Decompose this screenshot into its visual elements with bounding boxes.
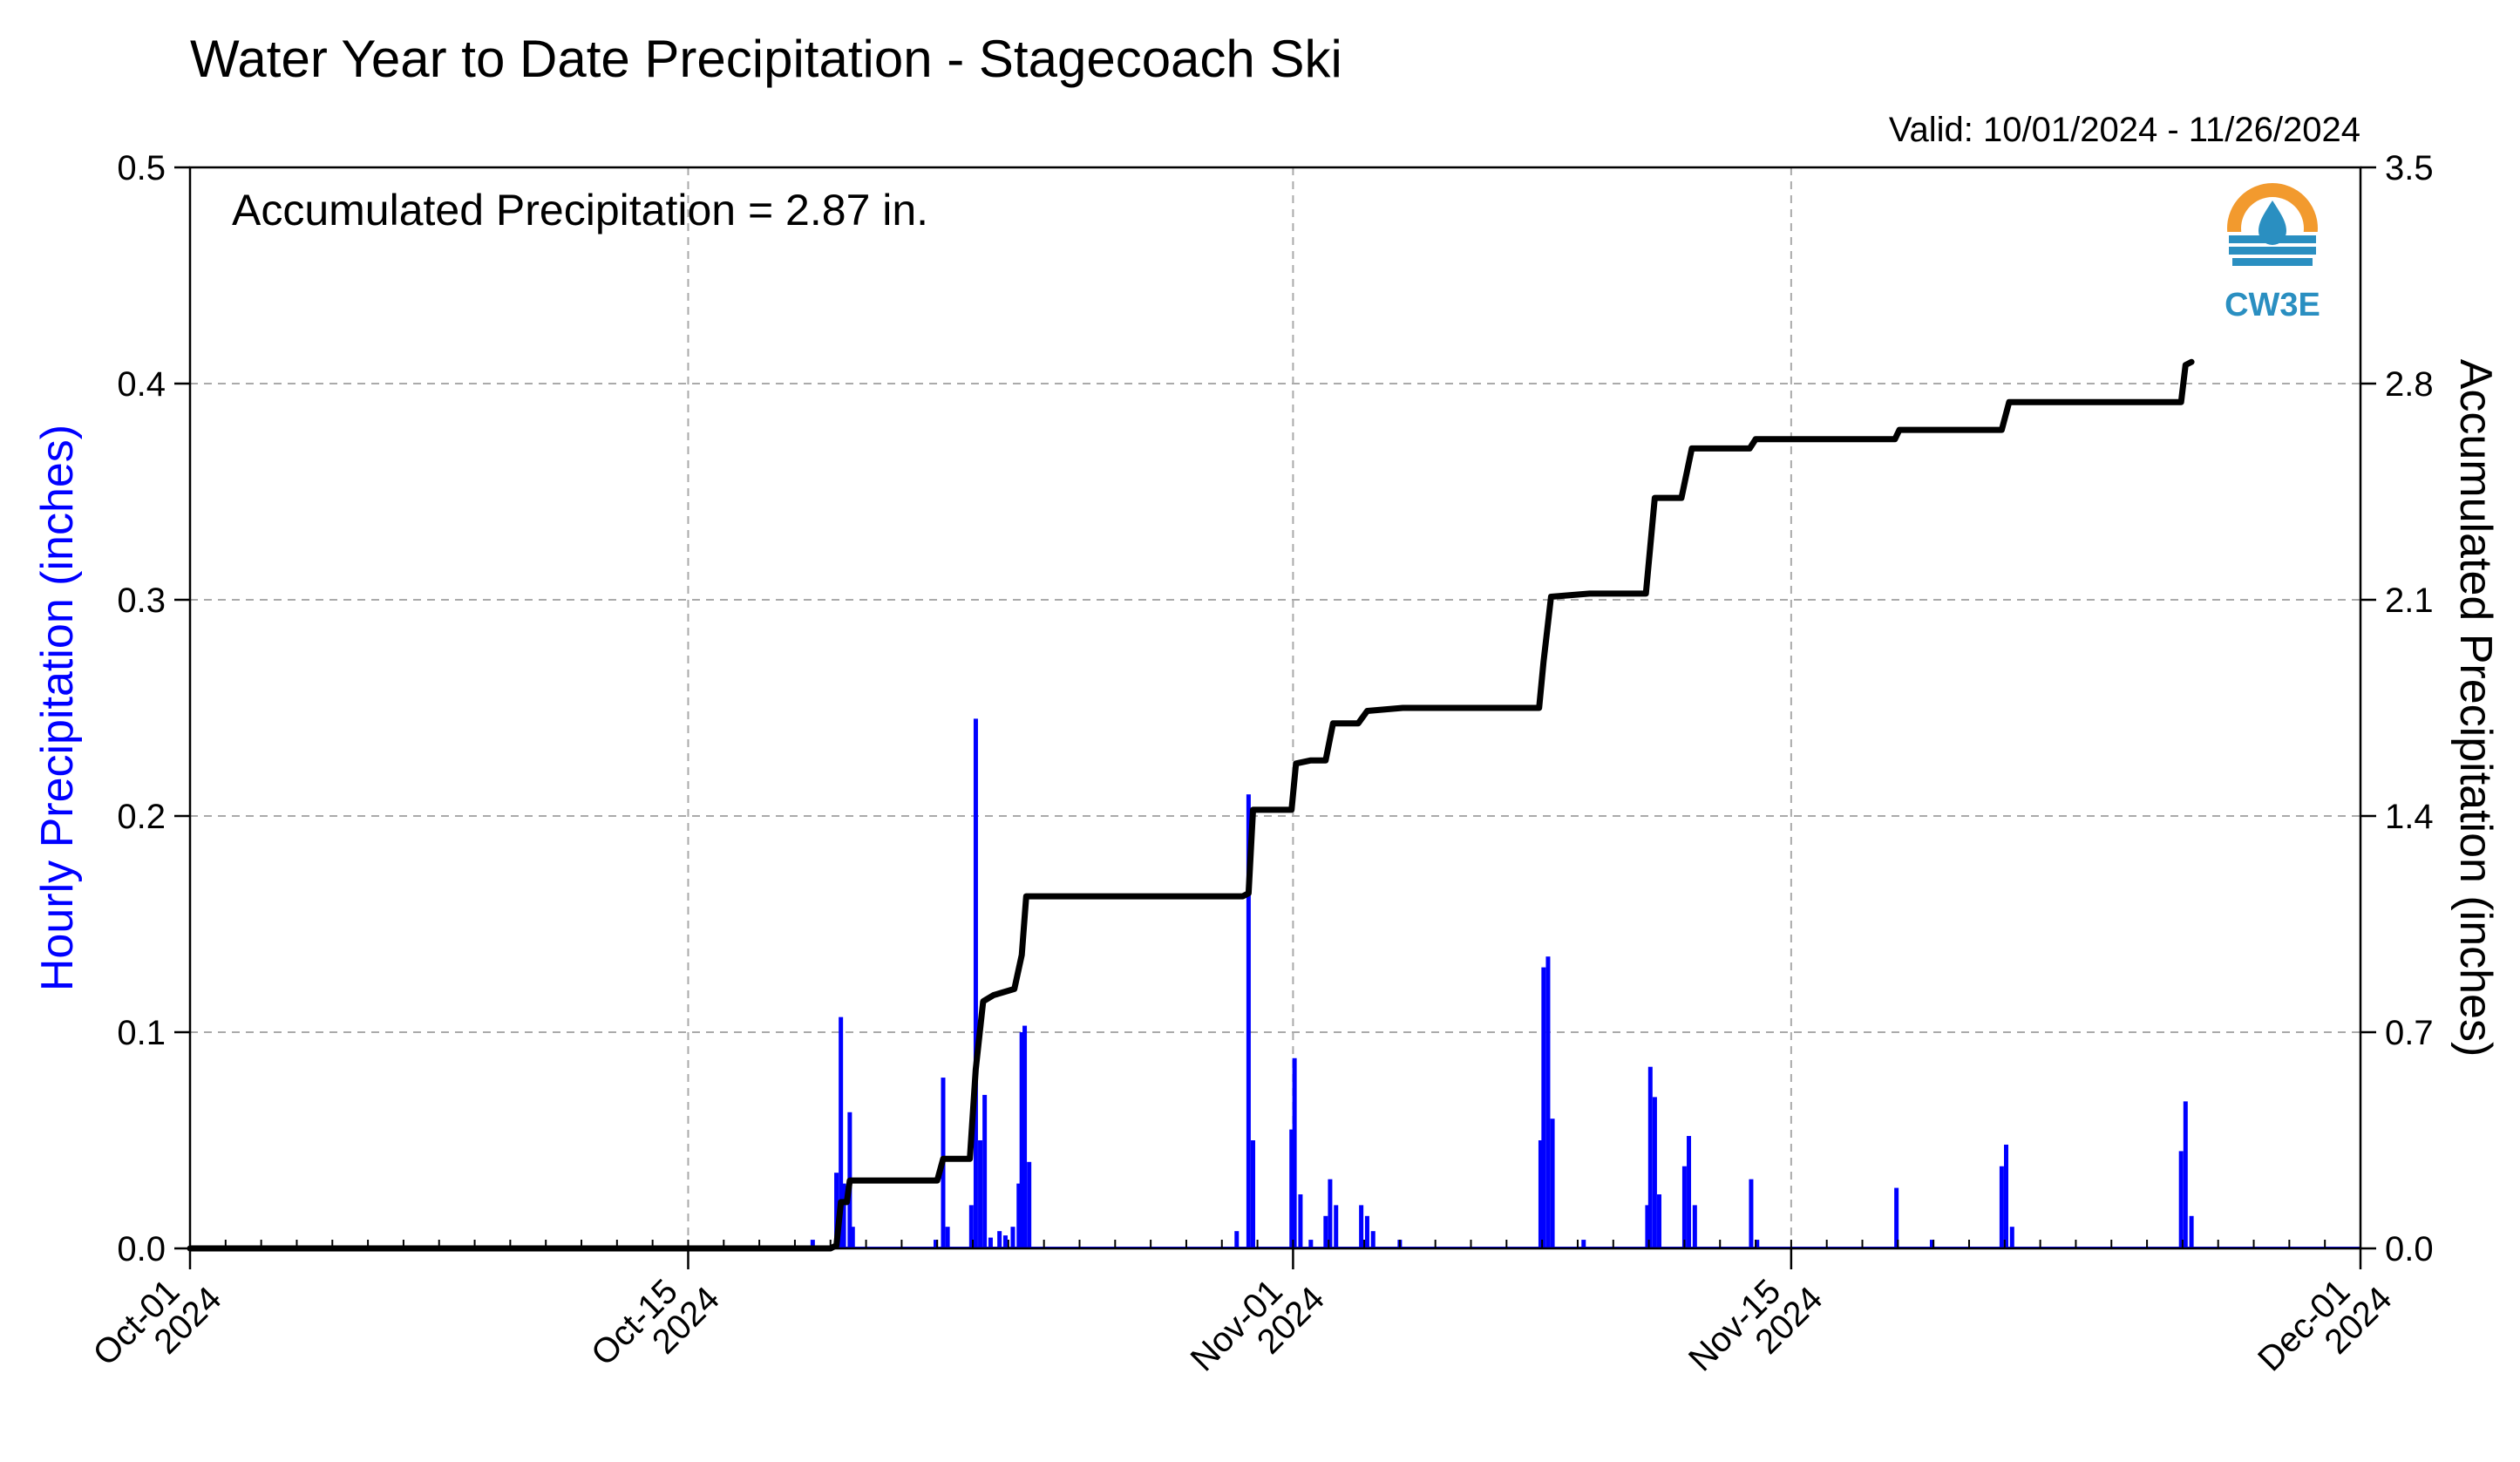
accumulated-total-annotation: Accumulated Precipitation = 2.87 in.	[232, 186, 928, 235]
axes: 0.0 0.1 0.2 0.3 0.4 0.5 0.0 0.7 1.4 2.1 2.8 3.5 Oct-…	[85, 149, 2434, 1378]
accumulated-precip-line	[187, 358, 2195, 1252]
hourly-precip-bar	[1647, 1066, 1653, 1248]
y-right-tick-label: 0.0	[2385, 1230, 2434, 1268]
hourly-precip-bar	[1359, 1205, 1364, 1248]
hourly-precip-bar	[1545, 956, 1551, 1248]
hourly-precip-bar	[1016, 1183, 1022, 1248]
hourly-precip-bar	[2004, 1144, 2009, 1248]
accumulated-precipitation-line-group	[187, 358, 2195, 1252]
hourly-precip-bar	[1929, 1240, 1934, 1248]
plot-frame	[188, 166, 2362, 1250]
hourly-precip-bar	[973, 718, 978, 1248]
chart-title: Water Year to Date Precipitation - Stage…	[190, 30, 1342, 88]
hourly-precipitation-bars	[190, 718, 2360, 1248]
y-axis-left-label: Hourly Precipitation (inches)	[32, 425, 83, 991]
hourly-precip-bar	[1681, 1166, 1687, 1248]
water-drop-icon	[2258, 201, 2286, 245]
hourly-precip-bar	[2009, 1227, 2014, 1248]
y-left-tick-label: 0.4	[117, 365, 166, 404]
hourly-precip-bar	[1550, 1119, 1555, 1248]
hourly-precip-bar	[1364, 1215, 1369, 1248]
hourly-precip-bar	[1755, 1240, 1760, 1248]
hourly-precip-bar	[834, 1173, 839, 1248]
y-left-tick-label: 0.2	[117, 798, 166, 836]
hourly-precip-bar	[2183, 1101, 2188, 1248]
hourly-precip-bar	[1692, 1205, 1697, 1248]
hourly-precip-bar	[1334, 1205, 1339, 1248]
hourly-precip-bar	[2178, 1151, 2184, 1248]
hourly-precip-bar	[997, 1231, 1002, 1248]
hourly-precip-bar	[968, 1205, 974, 1248]
logo-text: CW3E	[2225, 287, 2320, 323]
hourly-precip-bar	[1234, 1231, 1240, 1248]
hourly-precip-bar	[1250, 1140, 1255, 1248]
hourly-precip-bar	[1328, 1179, 1333, 1248]
hourly-precip-bar	[1289, 1129, 1294, 1248]
hourly-precip-bar	[1002, 1235, 1008, 1248]
hourly-precip-bar	[1246, 794, 1251, 1248]
hourly-precip-bar	[945, 1227, 950, 1248]
hourly-precip-bar	[1657, 1194, 1662, 1248]
y-left-tick-label: 0.0	[117, 1230, 166, 1268]
hourly-precip-bar	[982, 1094, 988, 1248]
y-right-tick-label: 0.7	[2385, 1014, 2434, 1052]
hourly-precip-bar	[1645, 1205, 1650, 1248]
hourly-precip-bar	[988, 1237, 993, 1248]
hourly-precip-bar	[1652, 1097, 1657, 1248]
y-left-tick-label: 0.5	[117, 149, 166, 187]
hourly-precip-bar	[810, 1240, 815, 1248]
hourly-precip-bar	[1749, 1179, 1754, 1248]
hourly-precip-bar	[1019, 1032, 1024, 1248]
y-axis-right-label: Accumulated Precipitation (inches)	[2450, 359, 2501, 1057]
hourly-precip-bar	[1292, 1057, 1297, 1248]
y-right-tick-label: 3.5	[2385, 149, 2434, 187]
hourly-precip-bar	[978, 1140, 983, 1248]
hourly-precip-bar	[1894, 1187, 1899, 1248]
hourly-precip-bar	[1541, 967, 1546, 1248]
cw3e-logo: CW3E	[2225, 183, 2320, 323]
hourly-precip-bar	[1027, 1161, 1032, 1248]
y-right-tick-label: 1.4	[2385, 798, 2434, 836]
y-left-tick-label: 0.1	[117, 1014, 166, 1052]
hourly-precip-bar	[839, 1017, 844, 1248]
hourly-precip-bar	[2189, 1215, 2194, 1248]
valid-date-range: Valid: 10/01/2024 - 11/26/2024	[1889, 111, 2360, 149]
hourly-precip-bar	[850, 1227, 855, 1248]
hourly-precip-bar	[1999, 1166, 2004, 1248]
hourly-precip-bar	[1308, 1240, 1314, 1248]
hourly-precip-bar	[1010, 1227, 1015, 1248]
hourly-precip-bar	[1298, 1194, 1303, 1248]
hourly-precip-bar	[1022, 1025, 1028, 1248]
hourly-precip-bar	[1370, 1231, 1375, 1248]
y-right-tick-label: 2.1	[2385, 581, 2434, 620]
hourly-precip-bar	[1581, 1240, 1586, 1248]
hourly-precip-bar	[934, 1240, 939, 1248]
hourly-precip-bar	[1538, 1140, 1543, 1248]
hourly-precip-bar	[1687, 1136, 1692, 1248]
y-left-tick-label: 0.3	[117, 581, 166, 620]
grid-lines	[190, 167, 2360, 1248]
hourly-precip-bar	[841, 1183, 846, 1248]
hourly-precip-bar	[1323, 1215, 1328, 1248]
y-right-tick-label: 2.8	[2385, 365, 2434, 404]
